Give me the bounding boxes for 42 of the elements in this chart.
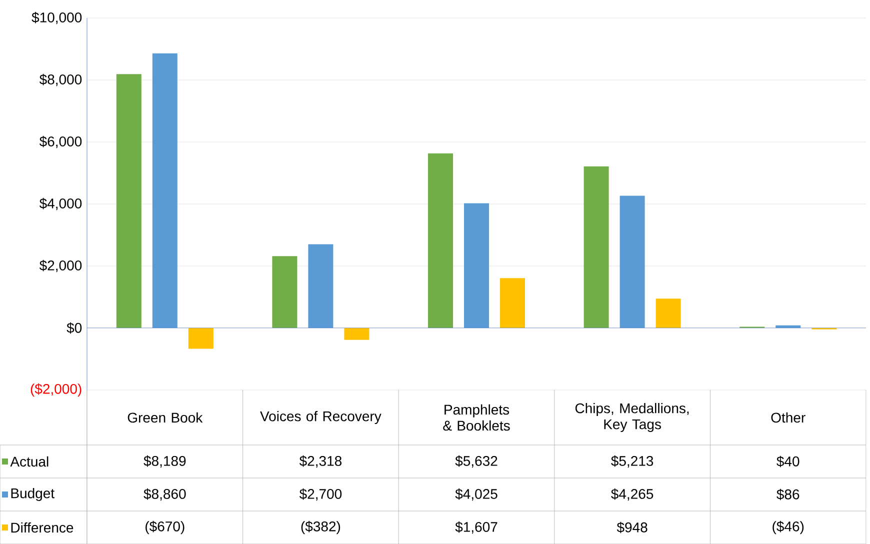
data-label: ($382) <box>301 520 340 534</box>
data-label: $5,632 <box>455 455 498 468</box>
x-tick-label: Other <box>771 412 806 423</box>
bar <box>428 153 454 328</box>
data-label: $2,700 <box>299 488 342 501</box>
y-tick-label: $2,000 <box>39 260 82 272</box>
data-label: $8,189 <box>144 455 186 468</box>
data-label: $8,860 <box>144 488 186 501</box>
data-label: $86 <box>776 488 800 500</box>
bar <box>500 278 526 328</box>
data-label: $948 <box>616 522 648 534</box>
bar <box>584 166 609 328</box>
bar <box>620 196 645 328</box>
data-label: $4,265 <box>611 488 654 501</box>
y-tick-label: $10,000 <box>32 12 82 24</box>
x-tick-label: Green Book <box>128 412 203 423</box>
data-label: ($670) <box>146 520 184 534</box>
data-label: ($46) <box>772 520 804 534</box>
bar <box>344 328 370 340</box>
bar <box>308 244 334 328</box>
x-tick-label: Voices of Recovery <box>260 410 382 424</box>
legend-label: Actual <box>10 456 48 467</box>
y-tick-label: $6,000 <box>39 136 82 148</box>
bar <box>656 298 681 328</box>
data-label: $5,213 <box>611 455 654 468</box>
x-tick-label: Chips, Medallions, Key Tags <box>575 402 689 432</box>
bar <box>116 74 142 328</box>
bar <box>188 328 214 349</box>
bar <box>464 203 490 328</box>
y-tick-label: ($2,000) <box>30 383 82 397</box>
bar <box>272 256 298 328</box>
data-label: $2,318 <box>299 455 342 468</box>
legend-label: Difference <box>11 522 74 533</box>
x-tick-label: Pamphlets & Booklets <box>443 404 510 431</box>
data-label: $4,025 <box>455 488 498 501</box>
y-tick-label: $4,000 <box>39 198 82 210</box>
y-tick-label: $8,000 <box>39 74 82 86</box>
legend-label: Budget <box>11 488 54 502</box>
data-label: $40 <box>776 456 800 468</box>
y-tick-label: $0 <box>66 322 82 334</box>
bar <box>152 53 178 328</box>
data-label: $1,607 <box>455 521 498 534</box>
